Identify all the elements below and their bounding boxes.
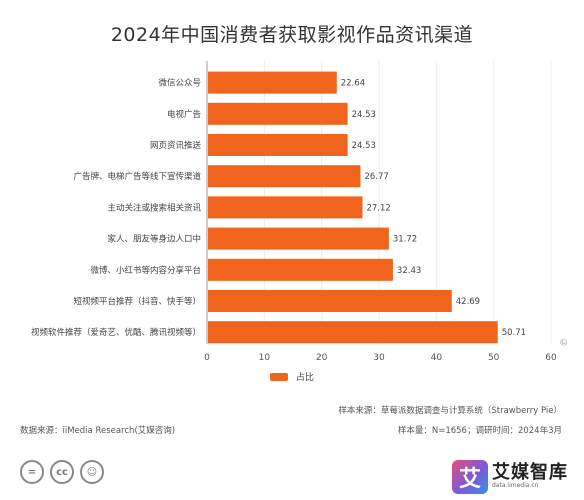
category-label: 微信公众号	[158, 78, 201, 89]
category-label: 广告牌、电梯广告等线下宣传渠道	[73, 171, 201, 182]
brand-logo-icon: 艾	[452, 460, 488, 494]
category-label: 短视频平台推荐（抖音、快手等）	[73, 296, 201, 307]
category-labels: 微信公众号电视广告网页资讯推送广告牌、电梯广告等线下宣传渠道主动关注或搜索相关资…	[31, 78, 202, 339]
sample-size: 样本量：N=1656；调研时间：2024年3月	[397, 426, 562, 436]
chart-title: 2024年中国消费者获取影视作品资讯渠道	[110, 24, 474, 46]
bar[interactable]	[208, 134, 348, 156]
value-label: 42.69	[456, 297, 480, 307]
bar[interactable]	[208, 258, 393, 281]
category-label: 微博、小红书等内容分享平台	[90, 265, 201, 276]
bar[interactable]	[208, 290, 452, 312]
legend-swatch	[270, 372, 288, 381]
bar[interactable]	[208, 71, 337, 94]
equals-icon: =	[20, 460, 44, 484]
bar[interactable]	[208, 196, 363, 219]
cc-icon: cc	[50, 460, 74, 484]
value-label: 27.12	[366, 203, 390, 213]
person-icon: ☺	[80, 460, 104, 484]
x-tick-label: 40	[431, 353, 443, 363]
x-tick-label: 20	[316, 353, 328, 363]
x-tick-label: 10	[259, 353, 271, 363]
category-label: 主动关注或搜索相关资讯	[107, 202, 201, 213]
value-label: 24.53	[352, 110, 376, 120]
x-tick-label: 0	[204, 353, 210, 363]
sample-source: 样本来源：草莓派数据调查与计算系统（Strawberry Pie）	[338, 406, 562, 416]
value-label: 22.64	[341, 79, 365, 89]
bar[interactable]	[208, 102, 348, 125]
legend[interactable]: 占比	[270, 370, 314, 383]
category-label: 电视广告	[167, 109, 201, 120]
x-tick-labels: 0 10 20 30 40 50 60	[204, 353, 557, 363]
x-tick-label: 30	[373, 353, 385, 363]
brand[interactable]: 艾 艾媒智库 data.iimedia.cn	[452, 460, 568, 494]
x-tick-label: 60	[545, 353, 557, 363]
license-icons: = cc ☺	[20, 460, 104, 484]
value-label: 32.43	[397, 266, 421, 276]
value-label: 24.53	[352, 141, 376, 151]
legend-label: 占比	[296, 373, 315, 383]
bar[interactable]	[208, 321, 498, 344]
brand-url: data.iimedia.cn	[492, 482, 539, 490]
category-label: 视频软件推荐（爱奇艺、优酷、腾讯视频等）	[31, 327, 201, 338]
value-label: 50.71	[502, 328, 526, 338]
x-tick-label: 50	[488, 353, 500, 363]
value-label: 26.77	[364, 172, 388, 182]
bar[interactable]	[208, 165, 361, 188]
value-labels: 22.64 24.53 24.53 26.77 27.12 31.72 32.43 42.69…	[341, 79, 526, 339]
brand-name: 艾媒智库	[492, 462, 568, 484]
category-label: 网页资讯推送	[150, 140, 202, 151]
category-label: 家人、朋友等身边人口中	[107, 234, 201, 245]
bar[interactable]	[208, 227, 389, 250]
value-label: 31.72	[393, 235, 417, 245]
bars	[208, 71, 498, 344]
data-source: 数据来源：iiMedia Research(艾媒咨询)	[20, 426, 176, 436]
